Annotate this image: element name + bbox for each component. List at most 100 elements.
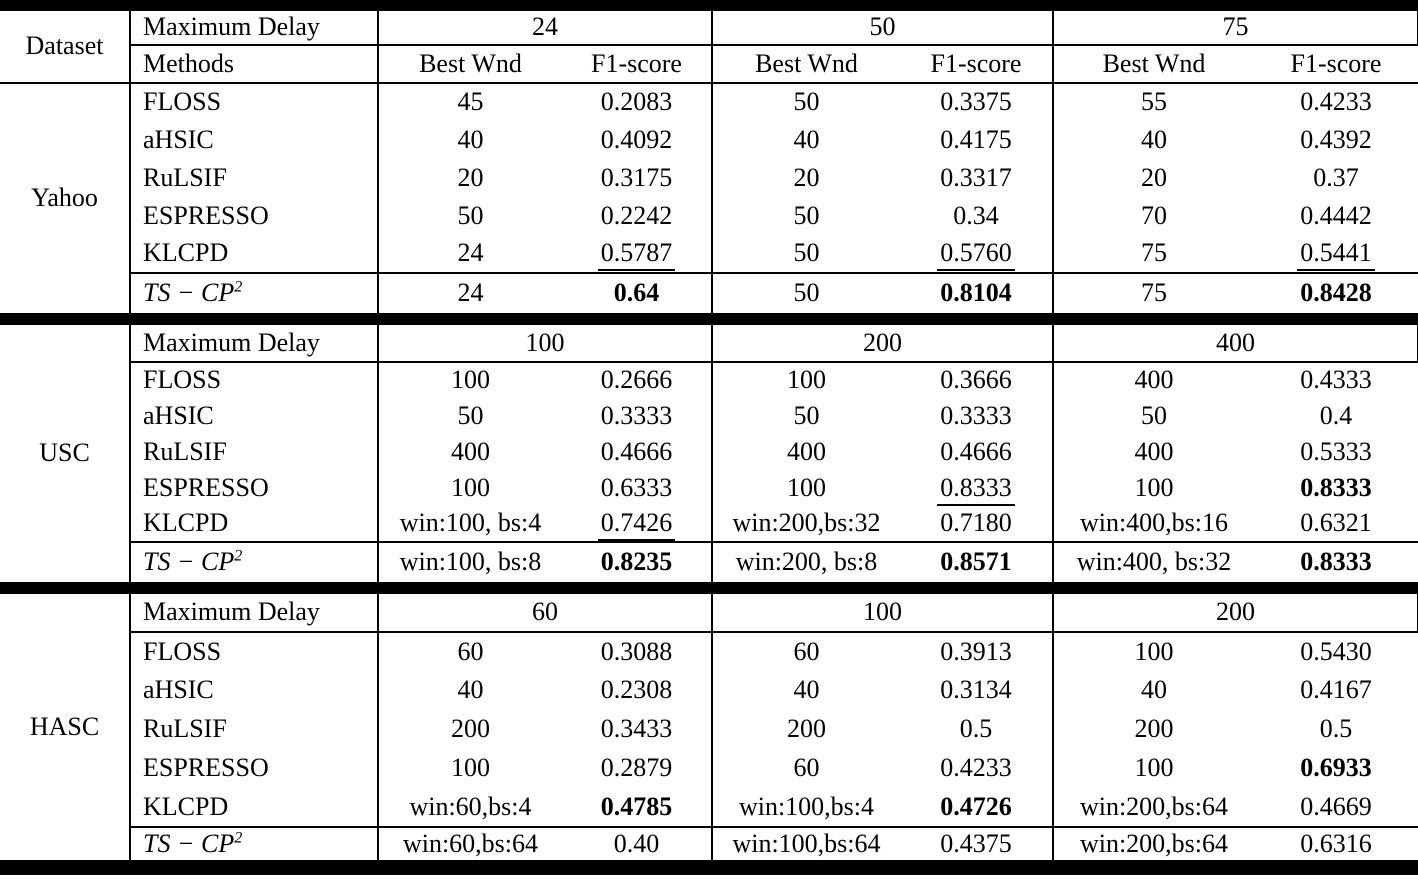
method-name: KLCPD — [143, 238, 229, 267]
f1-score-value: 0.8571 — [940, 547, 1012, 576]
f1-score-cell: 0.8428 — [1254, 271, 1418, 313]
best-wnd-cell: 40 — [1052, 670, 1254, 710]
f1-score-value: 0.5441 — [1297, 238, 1375, 271]
max-delay-label: Maximum Delay — [129, 324, 378, 363]
best-wnd-cell: 50 — [1052, 397, 1254, 434]
table-row: FLOSS 60 0.3088 60 0.3913 100 0.5430 — [0, 631, 1418, 671]
f1-score-value: 0.3433 — [600, 714, 673, 743]
f1-score-cell: 0.4333 — [1254, 362, 1418, 398]
f1-score-value: 0.6321 — [1300, 508, 1372, 537]
f1-score-cell: 0.6333 — [562, 470, 712, 506]
f1-score-value: 0.37 — [1313, 162, 1359, 192]
f1-score-cell: 0.2308 — [562, 671, 712, 710]
best-wnd-cell: 75 — [1052, 234, 1254, 273]
f1-score-cell: 0.8333 — [900, 470, 1053, 506]
table-row: aHSIC 40 0.2308 40 0.3134 40 0.4167 — [0, 670, 1418, 710]
f1-score-cell: 0.7426 — [562, 506, 712, 542]
table-row: ESPRESSO 100 0.2879 60 0.4233 100 0.6933 — [0, 748, 1418, 788]
method-cell: RuLSIF — [129, 433, 378, 470]
f1-score-value: 0.2666 — [600, 365, 673, 394]
f1-score-value: 0.4669 — [1300, 791, 1372, 821]
method-cell: FLOSS — [129, 361, 378, 398]
f1-score-value: 0.40 — [610, 828, 663, 862]
f1-score-value: 0.4375 — [937, 828, 1015, 862]
f1-score-value: 0.7180 — [940, 508, 1012, 537]
f1-score-value: 0.5760 — [937, 238, 1015, 271]
f1-score-value: 0.4233 — [940, 753, 1012, 782]
f1-score-value: 0.5 — [959, 714, 993, 743]
f1-score-value: 0.3375 — [940, 87, 1012, 116]
f1-score-value: 0.5 — [1319, 714, 1353, 743]
f1-score-value: 0.7426 — [597, 508, 676, 541]
f1-score-value: 0.8104 — [940, 278, 1012, 307]
method-cell: RuLSIF — [129, 158, 378, 197]
f1-score-cell: 0.8235 — [562, 540, 712, 582]
f1-score-cell: 0.4233 — [1254, 83, 1418, 121]
section-yahoo: Yahoo FLOSS 45 0.2083 50 0.3375 55 0.4233 aHSIC 4… — [0, 82, 1418, 313]
f1-score-cell: 0.4442 — [1254, 197, 1418, 235]
best-wnd-cell: win:400,bs:16 — [1052, 505, 1254, 542]
f1-score-cell: 0.3333 — [562, 398, 712, 434]
best-wnd-cell: 50 — [377, 397, 562, 434]
method-cell: TS − CP2 — [129, 540, 378, 582]
best-wnd-cell: 60 — [711, 748, 900, 788]
table-row: RuLSIF 200 0.3433 200 0.5 200 0.5 — [0, 709, 1418, 749]
best-wnd-cell: 50 — [711, 271, 900, 313]
table-row: KLCPD 24 0.5787 50 0.5760 75 0.5441 — [0, 234, 1418, 273]
best-wnd-cell: 100 — [377, 748, 562, 788]
best-wnd-cell: 100 — [377, 469, 562, 506]
f1-score-cell: 0.5760 — [900, 235, 1053, 273]
max-delay-header-row: Dataset Maximum Delay 24 50 75 — [0, 5, 1418, 84]
table-row: TS − CP2 win:100, bs:8 0.8235 win:200, bs:8… — [0, 540, 1418, 582]
f1-score-header: F1-score — [1254, 44, 1418, 84]
table-row: KLCPD win:100, bs:4 0.7426 win:200,bs:32 0.7… — [0, 505, 1418, 542]
best-wnd-cell: 100 — [1052, 469, 1254, 506]
best-wnd-cell: 24 — [377, 234, 562, 273]
f1-score-value: 0.3134 — [940, 675, 1012, 704]
best-wnd-cell: win:400, bs:32 — [1052, 540, 1254, 582]
table-row: ESPRESSO 50 0.2242 50 0.34 70 0.4442 — [0, 196, 1418, 235]
best-wnd-cell: 40 — [377, 120, 562, 159]
f1-score-cell: 0.3088 — [562, 632, 712, 671]
best-wnd-cell: 20 — [711, 158, 900, 197]
method-cell: FLOSS — [129, 631, 378, 671]
f1-score-cell: 0.8104 — [900, 271, 1053, 313]
f1-score-value: 0.4666 — [940, 436, 1012, 466]
f1-score-cell: 0.4666 — [900, 434, 1053, 470]
f1-score-value: 0.2879 — [600, 753, 673, 782]
best-wnd-cell: 200 — [1052, 709, 1254, 749]
f1-score-value: 0.4442 — [1300, 200, 1372, 230]
f1-score-cell: 0.3375 — [900, 83, 1053, 121]
f1-score-cell: 0.4392 — [1254, 121, 1418, 159]
f1-score-value: 0.8428 — [1300, 278, 1372, 307]
method-cell: RuLSIF — [129, 709, 378, 749]
f1-score-value: 0.2083 — [600, 87, 673, 116]
section-divider — [0, 581, 1418, 594]
table-row: KLCPD win:60,bs:4 0.4785 win:100,bs:4 0.4726… — [0, 787, 1418, 827]
best-wnd-cell: 55 — [1052, 82, 1254, 121]
f1-score-value: 0.6933 — [1300, 753, 1372, 782]
best-wnd-cell: 400 — [377, 433, 562, 470]
method-name: TS − CP — [143, 828, 235, 858]
table-row: aHSIC 40 0.4092 40 0.4175 40 0.4392 — [0, 120, 1418, 159]
table-header: Dataset Maximum Delay 24 50 75 Methods B… — [0, 5, 1418, 84]
max-delay-row: USC Maximum Delay 100 200 400 — [0, 324, 1418, 467]
f1-score-cell: 0.4785 — [562, 788, 712, 827]
f1-score-value: 0.3333 — [940, 400, 1012, 430]
section-usc: USC Maximum Delay 100 200 400 FLOSS 100 0.2666 1… — [0, 324, 1418, 582]
table-row: TS − CP2 24 0.64 50 0.8104 75 0.8428 — [0, 271, 1418, 313]
f1-score-value: 0.4167 — [1300, 675, 1372, 704]
f1-score-cell: 0.4175 — [900, 121, 1053, 159]
method-name: FLOSS — [143, 87, 222, 116]
best-wnd-cell: 50 — [377, 196, 562, 235]
dataset-label: HASC — [29, 711, 100, 741]
method-cell: KLCPD — [129, 787, 378, 827]
f1-score-value: 0.6333 — [600, 472, 673, 502]
f1-score-value: 0.4233 — [1300, 87, 1372, 116]
best-wnd-cell: 50 — [711, 234, 900, 273]
method-name: TS − CP — [143, 278, 235, 307]
method-cell: KLCPD — [129, 234, 378, 273]
best-wnd-header: Best Wnd — [377, 44, 562, 84]
f1-score-value: 0.4666 — [600, 436, 673, 466]
